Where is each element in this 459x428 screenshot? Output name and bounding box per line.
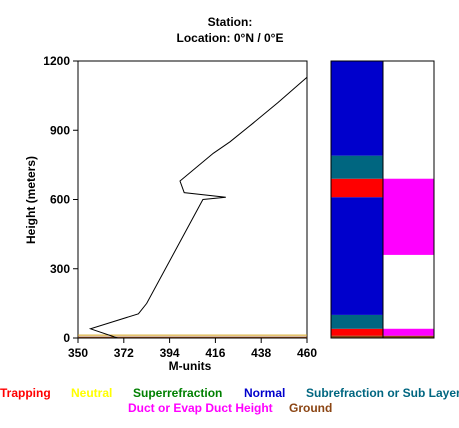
legend-entry: Ground: [289, 401, 332, 415]
y-tick-label: 900: [50, 123, 70, 137]
x-tick-label: 394: [160, 346, 180, 360]
bar-segment: [331, 328, 383, 336]
bar-segment: [383, 328, 434, 336]
legend-row-2: Duct or Evap Duct Height Ground: [128, 401, 332, 415]
refractivity-class-bar: [331, 61, 383, 338]
bar-segment: [331, 178, 383, 198]
duct-bar-frame: [382, 60, 435, 339]
y-axis-label: Height (meters): [24, 156, 38, 244]
chart-title: Station:: [208, 15, 253, 29]
plot-frame: [77, 60, 308, 339]
bar-segment: [331, 197, 383, 315]
bar-segment: [331, 61, 383, 156]
legend-entry: Superrefraction: [133, 386, 222, 400]
profile-line: [88, 76, 308, 339]
x-tick-label: 460: [297, 346, 317, 360]
x-tick-label: 350: [68, 346, 88, 360]
m-unit-profile-plot: 350 372 394 416 438 460 0 300 600 900 1200 M-unit…: [24, 54, 317, 373]
legend-entry: Subrefraction or Sub Layer: [306, 386, 459, 400]
y-tick-label: 600: [50, 193, 70, 207]
x-axis-label: M-units: [169, 359, 212, 373]
y-tick-label: 1200: [43, 54, 70, 68]
profile-series: [88, 76, 308, 339]
bar-segment: [331, 335, 383, 338]
bar-segment: [383, 178, 434, 255]
x-tick-label: 438: [251, 346, 271, 360]
y-tick-label: 300: [50, 262, 70, 276]
y-tick-label: 0: [63, 331, 70, 345]
legend-row-1: Trapping Neutral Superrefraction Normal Subr…: [0, 386, 459, 400]
y-axis: 0 300 600 900 1200: [43, 54, 78, 345]
bar-segment: [331, 314, 383, 329]
chart-subtitle: Location: 0°N / 0°E: [177, 31, 284, 45]
bar-segment: [383, 335, 434, 338]
duct-height-bar: [383, 61, 434, 338]
bar-segment: [331, 155, 383, 179]
x-tick-label: 416: [205, 346, 225, 360]
legend-entry: Duct or Evap Duct Height: [128, 401, 273, 415]
legend-entry: Normal: [244, 386, 285, 400]
x-axis: 350 372 394 416 438 460: [68, 338, 317, 360]
legend-entry: Neutral: [71, 386, 112, 400]
x-tick-label: 372: [114, 346, 134, 360]
legend-entry: Trapping: [0, 386, 51, 400]
